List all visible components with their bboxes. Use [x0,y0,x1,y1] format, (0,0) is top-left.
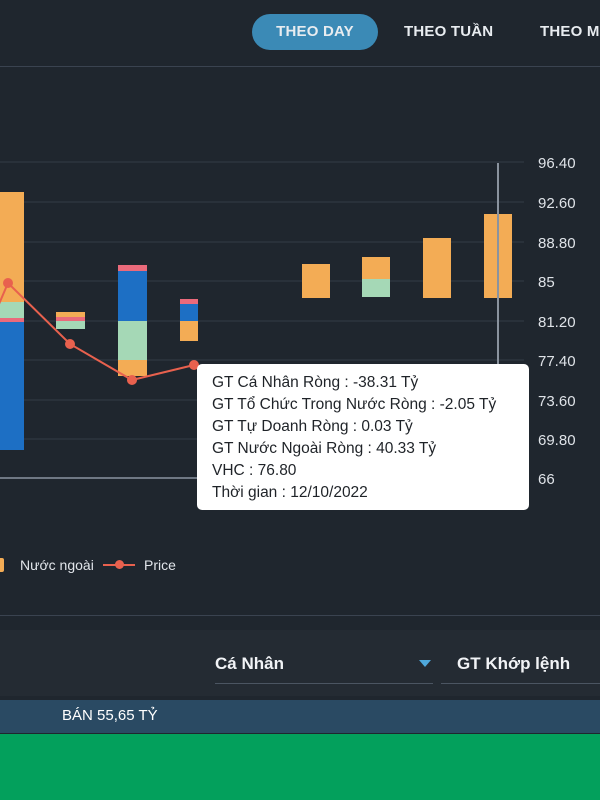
value-type-value: GT Khớp lệnh [457,654,571,673]
chart-panel: 96.40 92.60 88.80 85 81.20 77.40 73.60 69.80 66 … [0,66,600,616]
tab-theo-tuan[interactable]: THEO TUẦN [404,23,494,40]
dropdown-underline [215,683,433,684]
price-point [65,339,75,349]
legend-swatch-price-dot [115,560,124,569]
tab-theo-day[interactable]: THEO DAY [252,14,378,50]
period-tabs: THEO DAY THEO TUẦN THEO MO [252,14,600,50]
legend-label-nuoc-ngoai: Nước ngoài [20,557,94,573]
tooltip-line-price: VHC : 76.80 [212,462,297,479]
bar-segment-0 [0,322,24,450]
bar-segment-2 [118,360,147,376]
bar-segment-2 [118,321,147,360]
y-tick-label: 85 [538,274,555,291]
tooltip-line-ca-nhan: GT Cá Nhân Ròng : -38.31 Tỷ [212,374,419,391]
legend-label-price: Price [144,557,176,573]
price-point [189,360,199,370]
y-axis-ticks: 96.40 92.60 88.80 85 81.20 77.40 73.60 69.80 66 [538,155,576,488]
bar-segment-1 [56,317,85,321]
legend-swatch-nuoc-ngoai [0,558,4,572]
buy-summary-bar [0,734,600,800]
bars [0,192,512,450]
money-flow-chart[interactable]: 96.40 92.60 88.80 85 81.20 77.40 73.60 69.80 66 [0,67,600,615]
bar-segment-3 [180,299,198,304]
bar-segment-3 [180,304,198,321]
price-point [127,375,137,385]
value-type-dropdown[interactable]: GT Khớp lệnh [441,644,600,684]
tooltip-line-tu-doanh: GT Tự Doanh Ròng : 0.03 Tỷ [212,418,413,435]
bar-segment-5 [362,257,390,279]
y-tick-label: 69.80 [538,432,576,449]
y-tick-label: 77.40 [538,353,576,370]
summary-bar: BÁN 55,65 TỶ [0,700,600,733]
filter-bar: Cá Nhân GT Khớp lệnh [0,630,600,696]
y-tick-label: 66 [538,471,555,488]
chevron-down-icon [419,660,431,667]
bar-segment-2 [118,271,147,321]
tab-theo-thang[interactable]: THEO MO [540,23,600,40]
dropdown-underline [441,683,600,684]
tooltip-line-nuoc-ngoai: GT Nước Ngoài Ròng : 40.33 Tỷ [212,440,437,457]
price-point [3,278,13,288]
bar-segment-1 [56,312,85,317]
investor-type-value: Cá Nhân [215,654,284,673]
bar-segment-6 [423,238,451,298]
investor-type-dropdown[interactable]: Cá Nhân [215,644,433,684]
bar-segment-0 [0,318,24,322]
y-tick-label: 96.40 [538,155,576,172]
bar-segment-0 [0,302,24,318]
y-tick-label: 73.60 [538,393,576,410]
bar-segment-5 [362,279,390,297]
bar-segment-2 [118,265,147,271]
y-tick-label: 88.80 [538,235,576,252]
y-tick-label: 81.20 [538,314,576,331]
chart-tooltip: GT Cá Nhân Ròng : -38.31 Tỷ GT Tổ Chức T… [197,364,529,510]
bar-segment-3 [180,321,198,341]
y-tick-label: 92.60 [538,195,576,212]
bar-segment-4 [302,264,330,298]
tooltip-line-time: Thời gian : 12/10/2022 [212,484,368,501]
bar-segment-1 [56,321,85,329]
sell-summary-text: BÁN 55,65 TỶ [62,707,158,724]
tooltip-line-to-chuc: GT Tổ Chức Trong Nước Ròng : -2.05 Tỷ [212,396,497,413]
